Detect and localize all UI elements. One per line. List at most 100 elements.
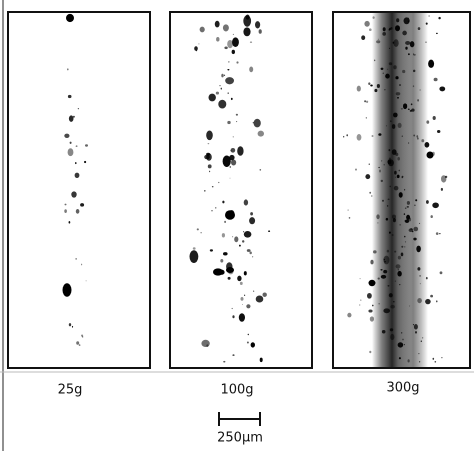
debris-spot (399, 84, 401, 86)
debris-spot (355, 168, 357, 171)
debris-spot (417, 27, 421, 31)
debris-spot (434, 360, 437, 363)
debris-spot (71, 325, 74, 328)
debris-spot (64, 203, 67, 206)
debris-spot (395, 92, 401, 96)
debris-spot (214, 20, 220, 28)
debris-spot (385, 73, 390, 79)
debris-spot (393, 185, 399, 191)
debris-spot (397, 122, 402, 129)
debris-spot (395, 25, 400, 32)
debris-spot (399, 283, 401, 286)
debris-spot (268, 230, 271, 233)
debris-spot (430, 215, 433, 219)
debris-spot (444, 175, 448, 179)
debris-spot (412, 324, 415, 326)
debris-spot (239, 244, 241, 247)
debris-spot (381, 160, 383, 162)
debris-spot (419, 283, 421, 285)
debris-spot (426, 200, 429, 204)
panel-label: 100g (220, 383, 253, 398)
debris-spot (433, 77, 438, 82)
scale-label: 250μm (217, 431, 263, 446)
debris-spot (380, 274, 387, 279)
debris-spot (207, 164, 212, 169)
debris-spot (372, 304, 374, 307)
debris-spot (408, 228, 414, 233)
debris-spot (222, 200, 225, 204)
debris-spot (404, 235, 406, 238)
debris-spot (390, 27, 393, 30)
debris-spot (409, 41, 415, 48)
debris-spot (68, 115, 74, 122)
debris-spot (387, 198, 390, 201)
debris-spot (380, 67, 384, 70)
debris-spot (425, 41, 427, 43)
debris-spot (391, 124, 396, 129)
debris-spot (232, 354, 235, 356)
debris-spot (232, 136, 234, 138)
debris-spot (436, 300, 438, 303)
debris-spot (228, 61, 230, 63)
debris-spot (85, 144, 88, 147)
debris-spot (394, 280, 396, 282)
debris-spot (390, 333, 395, 341)
debris-spot (413, 69, 416, 73)
debris-spot (243, 27, 251, 37)
panel-frame (7, 11, 151, 369)
debris-spot (192, 247, 196, 250)
debris-spot (230, 147, 236, 153)
debris-spot (421, 139, 425, 143)
debris-spot (239, 281, 243, 286)
debris-spot (247, 333, 249, 336)
debris-spot (425, 276, 428, 280)
debris-spot (440, 187, 443, 191)
debris-spot (243, 231, 252, 238)
panel-frame (169, 11, 313, 369)
debris-spot (437, 130, 441, 133)
debris-spot (374, 59, 376, 62)
debris-spot (221, 73, 224, 78)
debris-spot (343, 135, 345, 138)
debris-spot (245, 14, 250, 20)
debris-spot (240, 297, 244, 301)
debris-spot (401, 332, 403, 334)
debris-spot (408, 17, 409, 19)
debris-spot (380, 179, 383, 183)
debris-spot (224, 220, 227, 224)
debris-spot (359, 278, 361, 280)
debris-spot (432, 115, 436, 121)
debris-spot (382, 32, 387, 36)
debris-spot (242, 304, 243, 305)
debris-spot (382, 72, 384, 74)
debris-spot (393, 65, 397, 70)
debris-spot (211, 186, 214, 188)
debris-spot (413, 53, 416, 56)
debris-spot (364, 20, 370, 27)
debris-spot (207, 142, 210, 145)
debris-spot (371, 135, 374, 137)
debris-spot (82, 336, 84, 338)
debris-spot (365, 174, 371, 180)
debris-spot (386, 125, 388, 127)
debris-spot (413, 226, 419, 232)
debris-spot (224, 46, 228, 50)
debris-spot (246, 304, 251, 309)
debris-spot (377, 222, 379, 224)
debris-spot (400, 107, 403, 110)
debris-spot (220, 87, 222, 90)
debris-spot (417, 137, 419, 140)
debris-spot (414, 204, 416, 207)
debris-spot (348, 217, 351, 219)
debris-spot (421, 337, 424, 339)
debris-spot (376, 214, 380, 220)
debris-spot (227, 69, 230, 71)
debris-spot (401, 245, 404, 248)
debris-spot (69, 141, 72, 144)
debris-spot (243, 271, 247, 276)
debris-spot (75, 209, 80, 214)
debris-spot (346, 134, 349, 137)
debris-spot (407, 108, 410, 111)
debris-spot (230, 97, 233, 101)
debris-spot (262, 292, 267, 297)
